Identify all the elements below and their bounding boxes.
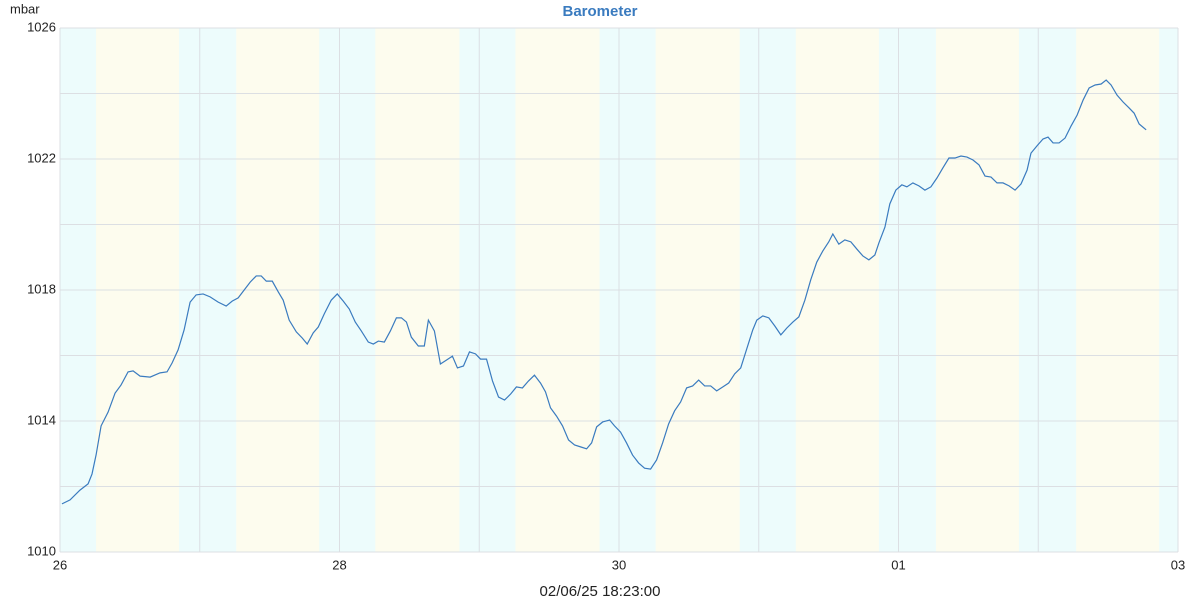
y-tick-label: 1014 [27,412,56,427]
y-tick-label: 1022 [27,150,56,165]
y-tick-label: 1026 [27,19,56,34]
x-tick-label: 01 [891,557,905,572]
x-tick-label: 28 [332,557,346,572]
footer-timestamp: 02/06/25 18:23:00 [540,583,661,600]
x-tick-label: 30 [612,557,626,572]
x-tick-label: 03 [1171,557,1185,572]
y-tick-label: 1018 [27,281,56,296]
x-tick-label: 26 [53,557,67,572]
y-axis-label: mbar [10,1,40,16]
barometer-line [61,79,1147,505]
y-tick-label: 1010 [27,543,56,558]
chart-title: Barometer [562,3,637,20]
